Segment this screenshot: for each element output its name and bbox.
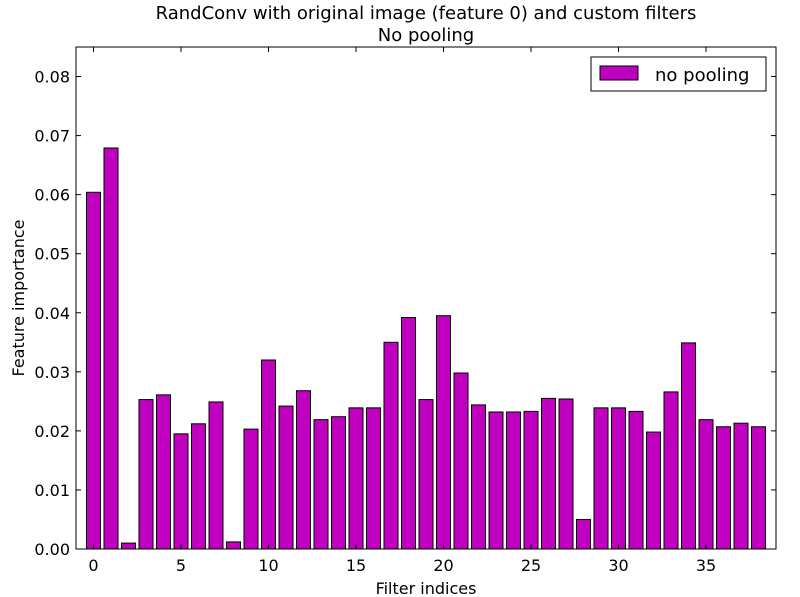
bar-34 (681, 342, 696, 550)
bar-1 (103, 147, 119, 550)
bar-16 (366, 407, 381, 550)
y-tick-label-0.08: 0.08 (34, 68, 70, 87)
plot-frame (75, 46, 777, 550)
bar-38 (751, 426, 766, 550)
legend-swatch (599, 65, 639, 81)
bar-8 (226, 541, 241, 550)
bar-25 (523, 410, 539, 550)
bar-15 (348, 407, 364, 550)
x-tick-label-5: 5 (176, 556, 186, 575)
y-tick-label-0.02: 0.02 (34, 422, 70, 441)
chart-title: RandConv with original image (feature 0)… (156, 3, 697, 24)
bar-32 (646, 431, 661, 550)
bar-35 (698, 419, 714, 550)
bar-24 (506, 411, 521, 550)
bar-9 (243, 428, 259, 550)
bar-21 (453, 372, 469, 550)
bar-37 (733, 422, 749, 550)
y-tick-label-0.00: 0.00 (34, 540, 70, 559)
y-tick-label-0.06: 0.06 (34, 186, 70, 205)
bar-5 (173, 433, 189, 550)
x-tick-label-30: 30 (608, 556, 628, 575)
y-tick-label-0.07: 0.07 (34, 127, 70, 146)
x-tick-label-35: 35 (696, 556, 716, 575)
x-tick-label-0: 0 (88, 556, 98, 575)
bar-7 (208, 401, 224, 550)
bar-28 (576, 518, 591, 550)
bar-0 (86, 191, 101, 550)
y-tick-label-0.05: 0.05 (34, 245, 70, 264)
bar-27 (558, 398, 574, 550)
y-axis-label: Feature importance (9, 220, 28, 377)
bar-22 (471, 404, 486, 550)
bar-20 (436, 315, 451, 550)
bar-19 (418, 399, 434, 550)
bar-10 (261, 359, 276, 550)
legend-label: no pooling (655, 65, 749, 86)
bar-26 (541, 397, 556, 550)
y-tick-label-0.01: 0.01 (34, 481, 70, 500)
bar-4 (156, 394, 171, 550)
bar-11 (278, 405, 294, 550)
bar-36 (716, 426, 731, 550)
bar-17 (383, 341, 399, 550)
bar-14 (331, 416, 346, 550)
x-axis-ticks: 0 5 10 15 20 25 30 35 (88, 47, 716, 575)
chart-subtitle: No pooling (378, 25, 475, 46)
y-tick-label-0.04: 0.04 (34, 304, 70, 323)
bar-30 (611, 407, 626, 550)
x-tick-label-25: 25 (521, 556, 541, 575)
bar-18 (401, 316, 416, 550)
bar-23 (488, 411, 504, 550)
bar-group (86, 147, 766, 550)
bar-6 (191, 423, 206, 550)
y-axis-ticks: 0.00 0.01 0.02 0.03 0.04 0.05 0.06 0.07 0.08 (34, 68, 776, 559)
bar-31 (628, 410, 644, 550)
x-tick-label-20: 20 (433, 556, 453, 575)
bar-13 (313, 419, 329, 550)
bar-29 (593, 407, 609, 550)
bar-3 (138, 399, 154, 550)
y-tick-label-0.03: 0.03 (34, 363, 70, 382)
bar-33 (663, 391, 679, 550)
x-tick-label-10: 10 (258, 556, 278, 575)
x-axis-label: Filter indices (376, 579, 477, 597)
legend: no pooling (590, 56, 767, 92)
bar-2 (121, 542, 136, 550)
x-tick-label-15: 15 (346, 556, 366, 575)
bar-12 (296, 390, 311, 550)
